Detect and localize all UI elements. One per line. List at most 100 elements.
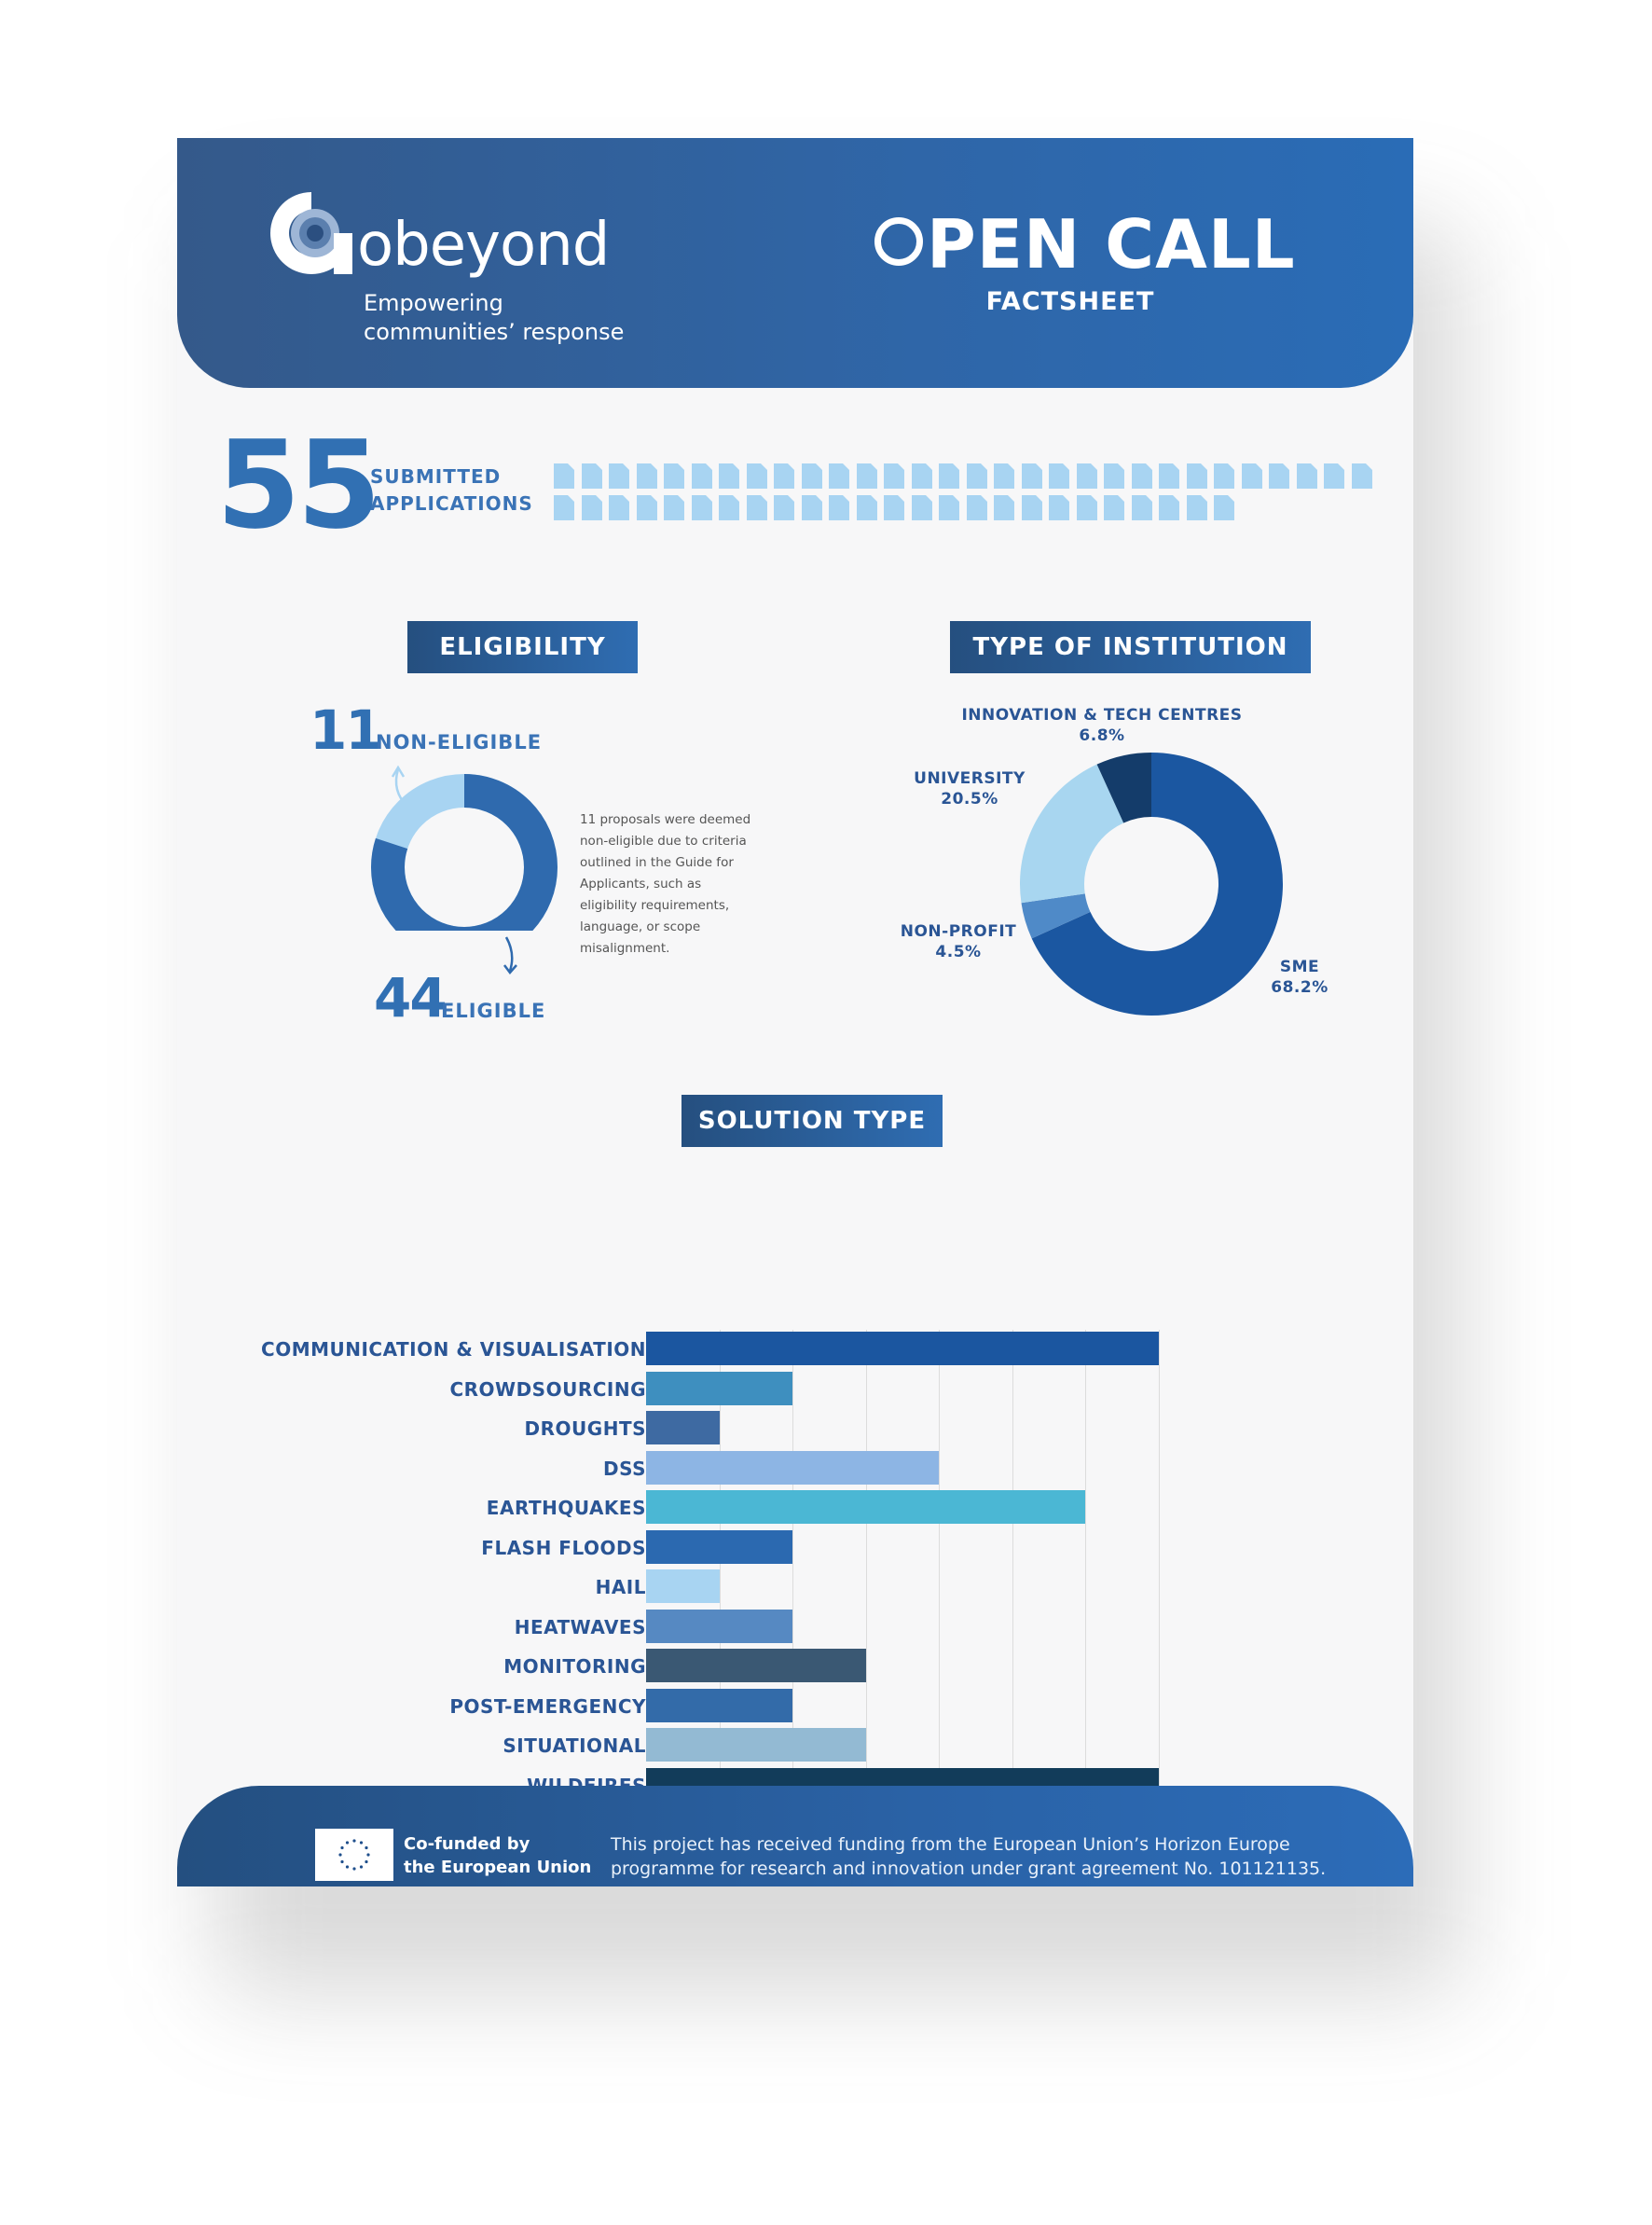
document-icon: [911, 463, 932, 489]
pie-label-university: UNIVERSITY 20.5%: [904, 768, 1035, 809]
category-label: POST-EMERGENCY: [449, 1694, 646, 1718]
logo-tagline: Empowering communities’ response: [364, 290, 625, 345]
document-icon: [1159, 495, 1179, 520]
bar-flash-floods: [646, 1529, 792, 1564]
eligibility-donut: [371, 774, 558, 931]
pie-label-university-name: UNIVERSITY: [914, 769, 1026, 788]
document-icon: [856, 495, 877, 520]
document-icon: [1131, 463, 1152, 489]
gridline: [1012, 1330, 1013, 1853]
eu-star-icon: [366, 1853, 370, 1857]
factsheet-page: obeyond Empowering communities’ response…: [177, 138, 1413, 1886]
document-icon: [581, 495, 602, 520]
document-icon: [1159, 463, 1179, 489]
document-icon: [691, 495, 712, 520]
document-icon: [994, 463, 1014, 489]
document-icon: [581, 463, 602, 489]
category-label: SITUATIONAL: [502, 1734, 646, 1757]
logo-wordmark: obeyond: [357, 211, 610, 280]
category-label: HAIL: [595, 1576, 646, 1598]
eu-star-icon: [352, 1867, 356, 1871]
document-icon: [746, 495, 767, 520]
document-icon: [746, 463, 767, 489]
pie-slice-university: [1020, 764, 1124, 904]
pie-slice-non-profit: [1021, 893, 1091, 939]
gobeyond-logo-icon: [270, 192, 352, 274]
document-icon: [719, 463, 739, 489]
document-icon: [691, 463, 712, 489]
document-icon: [829, 463, 849, 489]
category-label: DSS: [602, 1457, 646, 1480]
eu-star-icon: [340, 1845, 344, 1850]
pie-label-sme-pct: 68.2%: [1271, 978, 1328, 997]
eligibility-arrows: [391, 765, 517, 974]
document-icon: [1351, 463, 1372, 489]
document-icon: [719, 495, 739, 520]
document-icon: [884, 495, 904, 520]
document-icon: [911, 495, 932, 520]
eu-star-icon: [338, 1853, 342, 1857]
document-icon: [554, 495, 574, 520]
eu-star-icon: [340, 1859, 344, 1864]
pie-label-university-pct: 20.5%: [941, 790, 998, 808]
non-eligible-count: 11: [310, 698, 383, 762]
category-label: EARTHQUAKES: [486, 1497, 646, 1519]
document-icon: [1241, 463, 1262, 489]
document-icon: [774, 463, 794, 489]
document-icon: [1131, 495, 1152, 520]
document-icon: [1021, 463, 1042, 489]
gridline: [1158, 1330, 1160, 1853]
document-icon: [774, 495, 794, 520]
document-icon: [1049, 463, 1069, 489]
bar-post-emergency: [646, 1688, 792, 1722]
category-label: DROUGHTS: [524, 1417, 646, 1440]
document-icon: [1296, 463, 1317, 489]
eligible-label: ELIGIBLE: [441, 1000, 546, 1022]
document-icon: [994, 495, 1014, 520]
document-icon: [1021, 495, 1042, 520]
document-icon: [1214, 463, 1234, 489]
eu-star-icon: [345, 1841, 350, 1845]
pie-label-nonprofit: NON-PROFIT 4.5%: [893, 921, 1024, 962]
eligible-count: 44: [374, 966, 447, 1030]
document-icon: [1104, 495, 1124, 520]
category-label: FLASH FLOODS: [481, 1536, 646, 1559]
gridline: [939, 1330, 940, 1853]
document-icon: [609, 463, 629, 489]
document-icon: [1104, 463, 1124, 489]
megaphone-icon: [874, 217, 923, 266]
category-label: MONITORING: [503, 1655, 646, 1678]
bar-heatwaves: [646, 1609, 792, 1643]
document-icon: [664, 463, 684, 489]
pie-label-sme: SME 68.2%: [1262, 957, 1337, 998]
eu-flag-icon: [315, 1829, 393, 1881]
institution-heading: TYPE OF INSTITUTION: [950, 621, 1311, 673]
document-icon: [554, 463, 574, 489]
bar-earthquakes: [646, 1490, 1085, 1524]
bar-crowdsourcing: [646, 1371, 792, 1405]
document-icon: [664, 495, 684, 520]
gridline: [1085, 1330, 1086, 1853]
document-icon: [1076, 495, 1097, 520]
applications-label: SUBMITTED APPLICATIONS: [370, 465, 533, 515]
funding-statement: This project has received funding from t…: [611, 1834, 1327, 1879]
eu-star-icon: [352, 1839, 356, 1843]
eligible-arc: [371, 774, 558, 931]
applications-count: 55: [216, 414, 381, 556]
bar-hail: [646, 1569, 720, 1603]
bar-monitoring: [646, 1649, 866, 1682]
page-title: PEN CALL: [874, 205, 1296, 283]
document-icon: [829, 495, 849, 520]
eu-star-icon: [345, 1865, 350, 1869]
bar-situational: [646, 1728, 866, 1762]
gridline: [865, 1330, 867, 1853]
bar-communication-visualisation: [646, 1332, 1159, 1365]
document-icon: [1186, 463, 1207, 489]
category-label: CROWDSOURCING: [449, 1377, 646, 1401]
eu-star-icon: [365, 1859, 368, 1864]
pie-label-sme-name: SME: [1279, 958, 1320, 976]
document-icon: [1214, 495, 1234, 520]
document-icon: [884, 463, 904, 489]
solution-heading: SOLUTION TYPE: [681, 1095, 943, 1147]
document-icon: [636, 463, 657, 489]
